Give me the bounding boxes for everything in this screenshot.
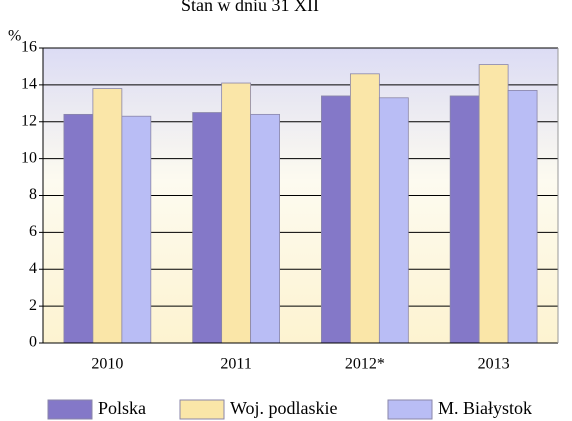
bar (121, 115, 152, 344)
y-axis-label: % (8, 28, 21, 45)
legend-swatch (47, 399, 93, 420)
y-tick-label: 10 (21, 149, 37, 166)
bar (449, 95, 480, 344)
x-tick-label: 2011 (220, 356, 251, 373)
chart-title: Stan w dniu 31 XII (181, 0, 319, 15)
bar (192, 112, 223, 344)
bar (221, 82, 252, 344)
bar (478, 64, 509, 344)
legend-swatch (179, 399, 225, 420)
y-tick-label: 6 (29, 223, 37, 240)
bar (507, 90, 538, 344)
legend-label: M. Białystok (438, 398, 532, 418)
bar (63, 113, 94, 344)
y-tick-label: 12 (21, 112, 37, 129)
bar (349, 73, 380, 344)
bar (92, 88, 123, 344)
y-tick-label: 2 (29, 297, 37, 314)
bar (321, 95, 351, 344)
y-tick-label: 16 (21, 39, 37, 56)
y-tick-label: 0 (29, 334, 37, 351)
y-tick-label: 4 (29, 260, 37, 277)
bar (250, 113, 280, 344)
y-tick-label: 8 (29, 186, 37, 203)
legend-swatch (387, 399, 433, 420)
legend-label: Woj. podlaskie (230, 398, 338, 418)
bar (378, 97, 409, 344)
legend-label: Polska (98, 398, 146, 418)
x-tick-label: 2013 (478, 356, 510, 373)
x-tick-label: 2012* (345, 356, 385, 373)
y-tick-label: 14 (21, 76, 37, 93)
x-tick-label: 2010 (91, 356, 123, 373)
